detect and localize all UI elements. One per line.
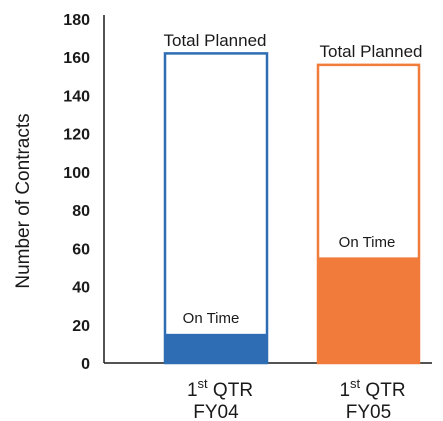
y-tick-label: 160: [63, 50, 90, 67]
y-tick-label: 140: [63, 88, 90, 105]
y-tick-label: 40: [72, 280, 90, 297]
category-ordinal: 1: [187, 380, 198, 401]
on-time-bar: [164, 333, 268, 364]
y-tick-label: 20: [72, 318, 90, 335]
category-year-label: FY04: [193, 402, 239, 421]
y-tick-label: 120: [63, 127, 90, 144]
total-planned-bar: [163, 52, 269, 365]
category-label: 1st QTR: [187, 376, 253, 401]
total-planned-label: Total Planned: [163, 31, 266, 50]
on-time-label: On Time: [183, 310, 240, 327]
y-tick-label: 0: [81, 356, 90, 373]
category-label: 1st QTR: [339, 376, 405, 401]
bars: [163, 52, 421, 365]
category-year-label: FY05: [346, 402, 391, 421]
y-tick-label: 60: [72, 241, 90, 258]
on-time-label: On Time: [339, 234, 396, 251]
category-ordinal: 1: [339, 380, 350, 401]
y-tick-label: 180: [63, 12, 90, 29]
category-qtr: QTR: [360, 380, 405, 401]
y-tick-label: 80: [72, 203, 90, 220]
category-ordinal-suffix: st: [198, 376, 209, 391]
category-qtr: QTR: [208, 380, 253, 401]
category-ordinal-suffix: st: [350, 376, 361, 391]
y-axis-title: Number of Contracts: [13, 113, 34, 288]
y-axis: 0 20 40 60 80 100 120 140 160 180 Number of Contra…: [13, 12, 432, 373]
y-tick-label: 100: [63, 165, 90, 182]
total-planned-label: Total Planned: [319, 42, 422, 61]
on-time-bar: [317, 257, 420, 364]
